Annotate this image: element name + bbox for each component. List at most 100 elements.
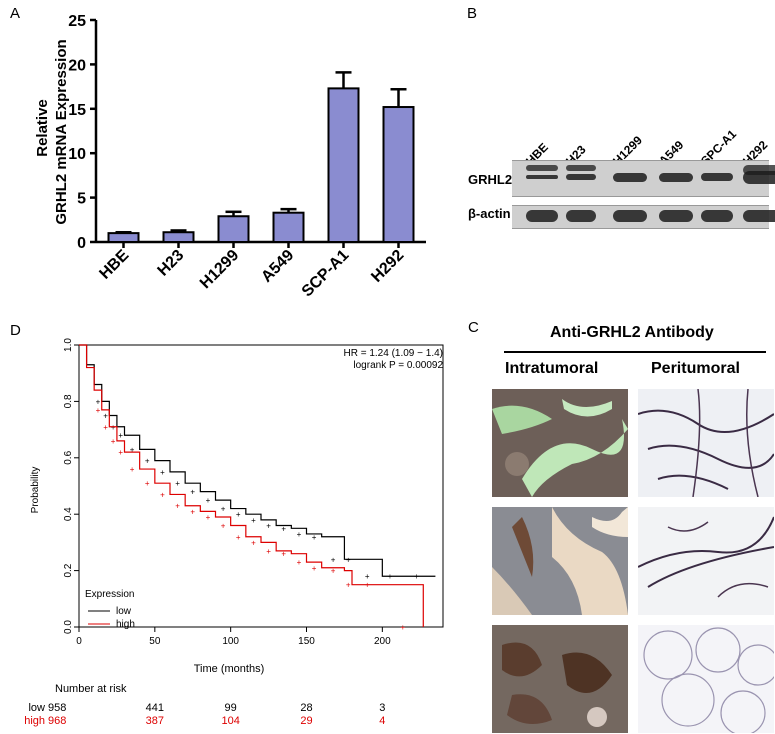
censor-mark: + [206,496,211,505]
ihc-intratumoral-image-1 [492,389,628,497]
panel-label-c: C [468,319,479,336]
censor-mark: + [175,479,180,488]
logrank-annotation: logrank P = 0.00092 [353,360,443,371]
risk-count: 387 [146,715,164,727]
ihc-panel: Anti-GRHL2 Antibody Intratumoral Peritum… [480,320,775,734]
western-blot: HBE H23 H1299 A549 SPC-A1 H292 GRHL2 β-actin [465,110,775,250]
km-y-tick-label: 0.0 [63,620,74,634]
censor-mark: + [414,572,419,581]
actin-band [743,210,775,222]
censor-mark: + [111,437,116,446]
censor-mark: + [312,564,317,573]
censor-mark: + [236,510,241,519]
bar-h23 [162,231,195,243]
bar-x-tick-label: H1299 [197,247,242,292]
bar-y-tick-label: 0 [77,235,86,252]
censor-mark: + [96,397,101,406]
censor-mark: + [331,567,336,576]
bar-hbe [107,232,140,243]
grhl2-row-label: GRHL2 [468,172,513,187]
censor-mark: + [221,505,226,514]
risk-table-header: Number at risk [55,683,127,695]
censor-mark: + [251,516,256,525]
panel-label-b: B [467,5,478,22]
risk-count: 4 [379,715,385,727]
ihc-title: Anti-GRHL2 Antibody [550,324,714,341]
censor-mark: + [346,581,351,590]
bar-x-tick-label: H23 [155,247,188,280]
bar-y-tick-label: 10 [68,146,86,163]
y-axis-label-line2: GRHL2 mRNA Expression [53,39,70,224]
km-plot-frame [78,344,444,628]
censor-mark: + [346,555,351,564]
censor-mark: + [221,521,226,530]
actin-band [526,210,558,222]
censor-mark: + [130,445,135,454]
censor-mark: + [400,623,405,632]
risk-count: 3 [379,702,385,714]
grhl2-band [701,173,733,181]
bar-h1299 [217,215,250,244]
ihc-peritumoral-image-3 [638,625,774,733]
km-y-tick-label: 0.4 [63,507,74,521]
ihc-column-intratumoral: Intratumoral [505,360,599,377]
bar-chart: Relative GRHL2 mRNA Expression 0 5 10 15 20 2… [34,13,426,300]
legend-low-label: low [116,606,132,617]
censor-mark: + [281,524,286,533]
censor-mark: + [118,448,123,457]
censor-mark: + [266,547,271,556]
censor-mark: + [145,479,150,488]
actin-row-label: β-actin [468,206,511,221]
actin-band [659,210,693,222]
censor-mark: + [206,513,211,522]
bar-y-tick-label: 15 [68,102,86,119]
bar-x-tick-label: A549 [258,247,297,286]
grhl2-upper-band [743,165,775,175]
bar-h292 [382,106,415,243]
bar-y-tick-label: 25 [68,13,86,30]
risk-count: 968 [48,715,66,727]
censor-mark: + [190,488,195,497]
ihc-title-rule [504,351,766,353]
hr-annotation: HR = 1.24 (1.09 − 1.4) [343,348,443,359]
grhl2-band [613,172,647,182]
bar-x-tick-label: HBE [96,247,132,283]
km-curve-low [79,344,436,577]
km-x-axis-label: Time (months) [194,663,265,675]
legend-title: Expression [85,589,134,600]
censor-mark: + [388,572,393,581]
risk-count: 958 [48,702,66,714]
km-x-tick-label: 50 [149,636,161,647]
bar-scp-a1 [327,87,360,243]
y-axis-label-line1: Relative [34,99,51,157]
risk-count: 29 [300,715,312,727]
censor-mark: + [103,412,108,421]
panel-label-d: D [10,322,21,339]
censor-mark: + [118,431,123,440]
bar-y-tick-label: 5 [77,191,86,208]
censor-mark: + [365,572,370,581]
legend-high-label: high [116,619,135,630]
censor-mark: + [190,507,195,516]
grhl2-upper-band [526,165,558,171]
censor-mark: + [251,538,256,547]
km-x-tick-label: 200 [374,636,391,647]
km-curve-high [79,344,424,627]
grhl2-band [659,172,693,182]
km-chart: Probability Time (months) HR = 1.24 (1.0… [24,338,444,727]
censor-mark: + [145,457,150,466]
censor-mark: + [266,521,271,530]
censor-mark: + [130,465,135,474]
grhl2-upper-band [566,165,596,171]
censor-mark: + [312,533,317,542]
censor-mark: + [331,555,336,564]
risk-row-label: low [28,702,45,714]
bar-y-tick-label: 20 [68,57,86,74]
censor-mark: + [160,468,165,477]
censor-mark: + [236,533,241,542]
risk-count: 441 [146,702,164,714]
censor-mark: + [96,406,101,415]
ihc-intratumoral-image-3 [492,625,628,733]
censor-mark: + [297,530,302,539]
ihc-column-peritumoral: Peritumoral [651,360,740,377]
